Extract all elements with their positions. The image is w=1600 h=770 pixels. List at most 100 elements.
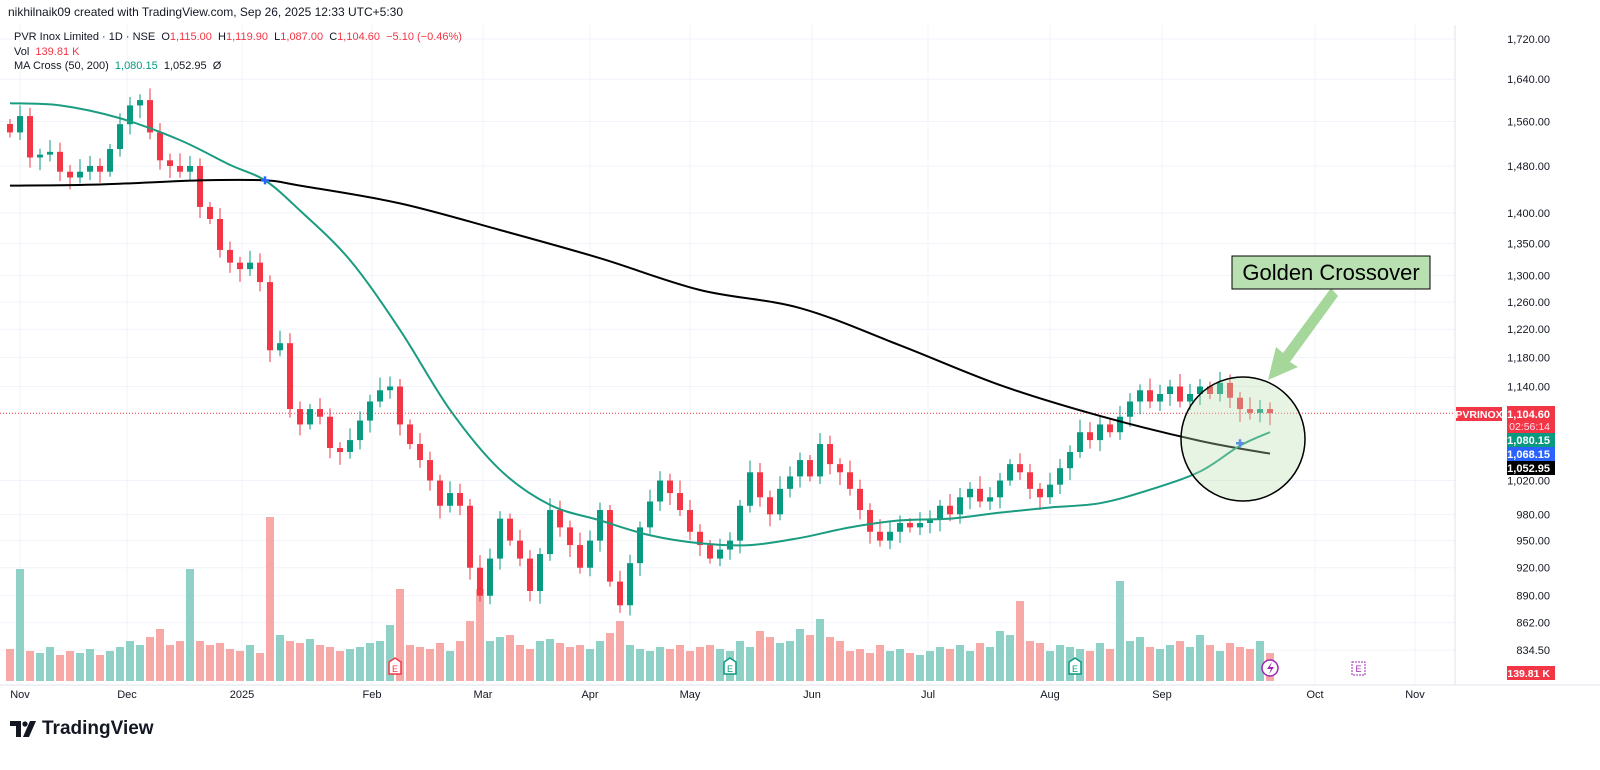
candle[interactable] [757,463,763,507]
candle[interactable] [187,155,193,181]
candle[interactable] [407,419,413,450]
candle[interactable] [1227,374,1233,408]
candle[interactable] [217,208,223,258]
candle[interactable] [1007,459,1013,486]
candle[interactable] [627,554,633,616]
candle[interactable] [527,550,533,602]
candle[interactable] [387,376,393,399]
candle[interactable] [827,435,833,475]
candle[interactable] [427,451,433,491]
candle[interactable] [367,394,373,433]
candle[interactable] [677,480,683,516]
candle[interactable] [517,529,523,567]
candle[interactable] [277,330,283,357]
candle[interactable] [77,159,83,184]
candle[interactable] [767,490,773,527]
candle[interactable] [607,504,613,587]
candle[interactable] [297,401,303,436]
candle[interactable] [697,524,703,557]
candle[interactable] [1197,378,1203,406]
candle[interactable] [1027,463,1033,500]
candle[interactable] [1147,378,1153,409]
candle[interactable] [1207,381,1213,400]
candle[interactable] [657,471,663,511]
candle[interactable] [1177,373,1183,408]
candle[interactable] [877,519,883,547]
candle[interactable] [987,487,993,510]
candle[interactable] [1037,482,1043,511]
candle[interactable] [937,499,943,532]
candle[interactable] [1057,458,1063,495]
candle[interactable] [117,113,123,157]
candle[interactable] [247,250,253,276]
candle[interactable] [337,442,343,465]
candle[interactable] [397,378,403,436]
candle[interactable] [567,520,573,557]
candle[interactable] [1097,416,1103,452]
candle[interactable] [647,489,653,535]
candle[interactable] [617,570,623,613]
candle[interactable] [1107,419,1113,438]
candle[interactable] [477,555,483,602]
earnings-marker[interactable]: E [1068,657,1082,675]
candle[interactable] [127,97,133,135]
candle[interactable] [97,158,103,183]
candle[interactable] [1167,379,1173,406]
candle[interactable] [817,433,823,485]
candle[interactable] [107,143,113,177]
candle[interactable] [1267,402,1273,426]
candle[interactable] [7,118,13,138]
tradingview-logo[interactable]: TradingView [10,718,154,740]
candle[interactable] [587,530,593,577]
candle[interactable] [507,513,513,546]
lightning-event-icon[interactable] [1261,659,1279,677]
candle[interactable] [487,548,493,605]
candle[interactable] [777,476,783,521]
candle[interactable] [1127,393,1133,427]
candle[interactable] [857,479,863,520]
price-axis[interactable]: 1,720.00 1,640.00 1,560.00 1,480.00 1,400.00… [1507,34,1550,657]
time-axis[interactable]: Nov Dec 2025 Feb Mar Apr May Jun Jul Aug Sep Oct Nov [10,689,1425,701]
earnings-marker[interactable]: E [723,657,737,675]
candle[interactable] [207,201,213,225]
candle[interactable] [977,476,983,508]
candle[interactable] [197,158,203,218]
candle[interactable] [357,411,363,450]
candle[interactable] [1077,419,1083,458]
candle[interactable] [1017,453,1023,480]
candle[interactable] [597,502,603,552]
candle[interactable] [1117,405,1123,440]
candle[interactable] [1047,472,1053,505]
hidden-values-icon[interactable]: Ø [212,60,222,72]
candle[interactable] [137,94,143,119]
candle[interactable] [917,512,923,536]
candle[interactable] [47,140,53,162]
candle[interactable] [147,88,153,140]
candle[interactable] [1137,384,1143,415]
ma-cross-indicator-label[interactable]: MA Cross (50, 200) [14,60,109,72]
candle[interactable] [547,498,553,561]
candle[interactable] [1237,391,1243,422]
candle[interactable] [887,521,893,550]
candle[interactable] [747,460,753,513]
candle[interactable] [1217,371,1223,402]
candle[interactable] [177,153,183,178]
candle[interactable] [1247,397,1253,420]
candle[interactable] [57,142,63,182]
upcoming-earnings-marker[interactable]: E [1351,661,1366,676]
candle[interactable] [967,482,973,510]
candle[interactable] [847,460,853,496]
candle[interactable] [267,275,273,363]
candle[interactable] [787,466,793,498]
candle[interactable] [497,511,503,570]
candle[interactable] [667,473,673,505]
candle[interactable] [437,474,443,519]
volume-indicator-label[interactable]: Vol [14,45,30,58]
candle[interactable] [557,500,563,537]
candle[interactable] [1087,422,1093,449]
candle[interactable] [837,458,843,486]
candle[interactable] [807,455,813,482]
candle[interactable] [227,241,233,273]
candle[interactable] [637,521,643,576]
